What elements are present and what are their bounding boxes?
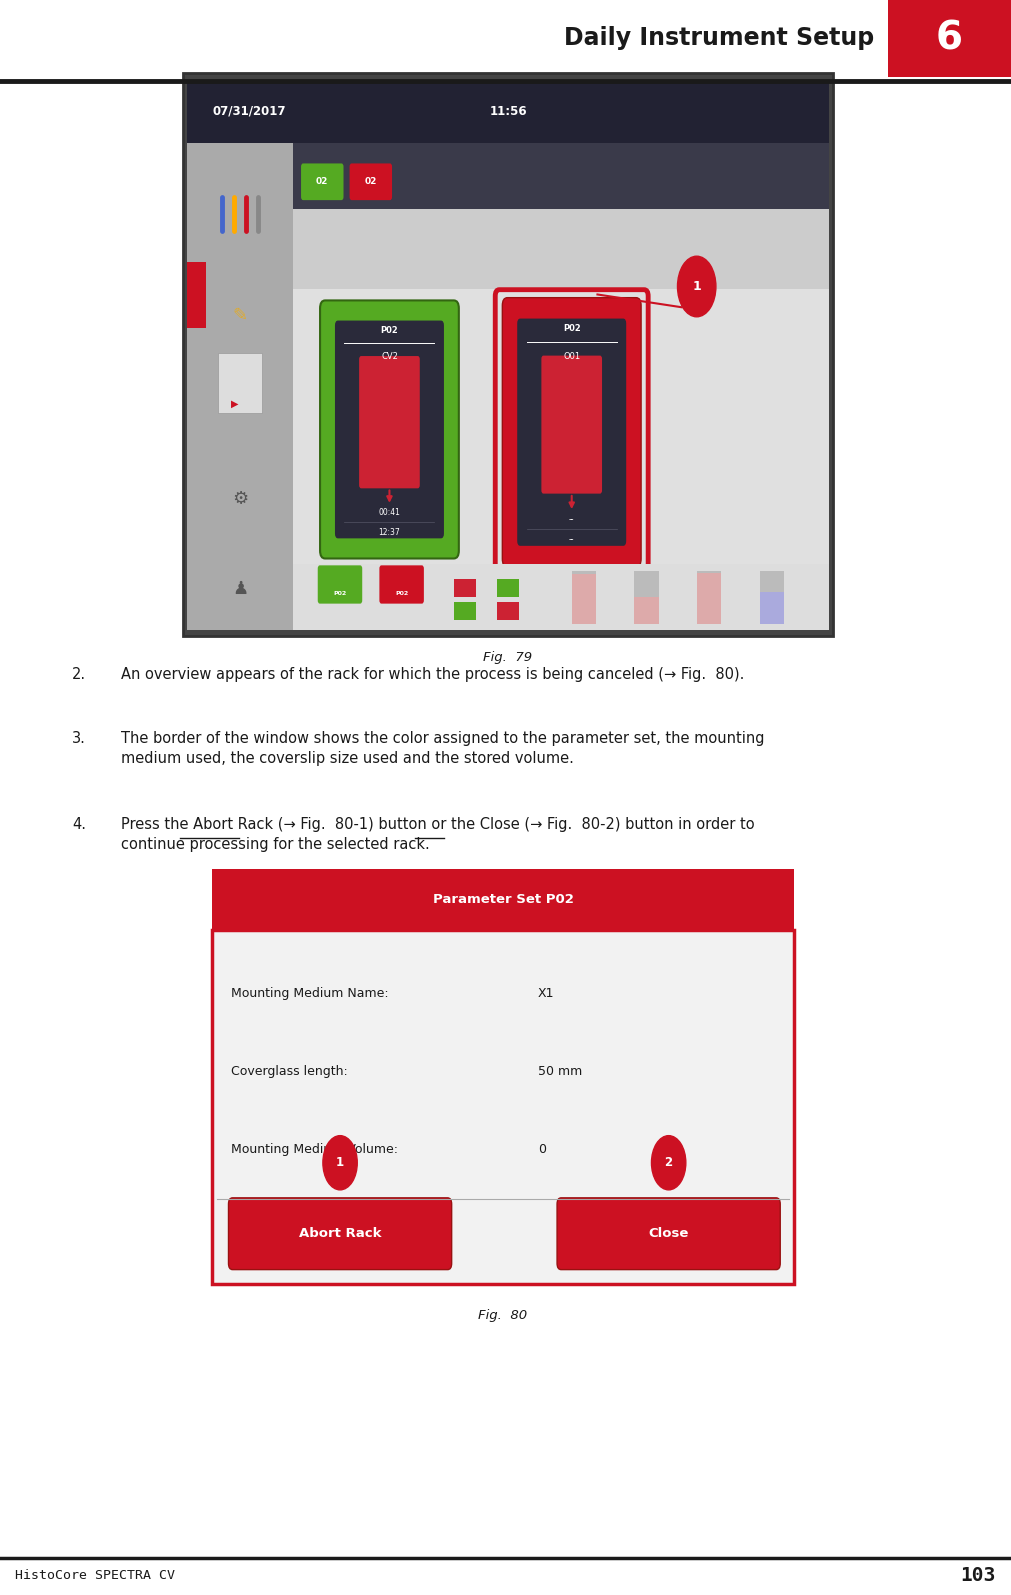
Text: Abort Rack: Abort Rack <box>299 1227 381 1241</box>
Text: ♟: ♟ <box>232 579 248 598</box>
Text: The border of the window shows the color assigned to the parameter set, the moun: The border of the window shows the color… <box>121 731 764 766</box>
Text: 50 mm: 50 mm <box>538 1065 582 1078</box>
Bar <box>635 571 659 624</box>
FancyBboxPatch shape <box>301 163 344 199</box>
Bar <box>212 869 794 930</box>
Bar <box>293 565 829 630</box>
FancyBboxPatch shape <box>518 319 626 545</box>
Bar <box>187 80 829 144</box>
Text: O01: O01 <box>563 352 580 360</box>
Text: --: -- <box>569 536 574 544</box>
Text: P02: P02 <box>334 592 347 597</box>
Text: --: -- <box>569 515 574 525</box>
Text: Fig.  80: Fig. 80 <box>478 1309 528 1322</box>
Text: 07/31/2017: 07/31/2017 <box>212 105 286 118</box>
FancyBboxPatch shape <box>502 298 641 566</box>
FancyBboxPatch shape <box>541 356 602 493</box>
Text: 1: 1 <box>336 1156 344 1169</box>
Text: 6: 6 <box>936 19 962 57</box>
Text: An overview appears of the rack for which the process is being canceled (→ Fig. : An overview appears of the rack for whic… <box>121 667 745 681</box>
Bar <box>454 579 476 597</box>
FancyBboxPatch shape <box>320 300 459 558</box>
Bar <box>183 73 833 636</box>
Text: ▶: ▶ <box>232 399 239 408</box>
Text: 0: 0 <box>538 1144 546 1156</box>
Text: Close: Close <box>648 1227 688 1241</box>
Text: 02: 02 <box>365 177 377 187</box>
FancyBboxPatch shape <box>557 1198 780 1270</box>
Circle shape <box>651 1136 685 1190</box>
Text: 103: 103 <box>960 1566 996 1585</box>
Bar <box>760 571 785 624</box>
Text: CV2: CV2 <box>381 352 398 362</box>
Bar <box>698 573 722 624</box>
Bar <box>635 597 659 624</box>
Circle shape <box>677 257 716 317</box>
FancyBboxPatch shape <box>350 163 392 199</box>
Bar <box>760 592 785 624</box>
Text: Mounting Medium Name:: Mounting Medium Name: <box>231 987 388 1000</box>
Bar <box>187 262 206 329</box>
Bar <box>212 930 794 1284</box>
Text: 4.: 4. <box>72 817 86 831</box>
Bar <box>187 144 293 630</box>
Text: P02: P02 <box>563 324 580 333</box>
Text: 00:41: 00:41 <box>378 509 400 517</box>
FancyBboxPatch shape <box>379 565 424 603</box>
Text: 1: 1 <box>693 281 701 293</box>
FancyBboxPatch shape <box>359 356 420 488</box>
FancyBboxPatch shape <box>335 321 444 539</box>
FancyBboxPatch shape <box>228 1198 452 1270</box>
Bar <box>698 571 722 624</box>
Text: Fig.  79: Fig. 79 <box>483 651 533 664</box>
Bar <box>496 579 519 597</box>
Bar <box>293 144 829 209</box>
Circle shape <box>323 1136 357 1190</box>
Bar <box>293 289 829 565</box>
Text: Parameter Set P02: Parameter Set P02 <box>433 893 573 906</box>
Bar <box>571 574 595 624</box>
Bar <box>217 352 262 413</box>
Text: 2: 2 <box>664 1156 672 1169</box>
Bar <box>571 571 595 624</box>
Bar <box>187 144 829 630</box>
Text: 12:37: 12:37 <box>378 528 400 538</box>
Text: ⚙: ⚙ <box>232 490 248 507</box>
Text: X1: X1 <box>538 987 554 1000</box>
Text: Press the Abort Rack (→ Fig.  80-1) button or the Close (→ Fig.  80-2) button in: Press the Abort Rack (→ Fig. 80-1) butto… <box>121 817 755 852</box>
Text: Mounting Medium Volume:: Mounting Medium Volume: <box>231 1144 397 1156</box>
Bar <box>496 601 519 620</box>
Bar <box>888 0 1011 77</box>
Text: HistoCore SPECTRA CV: HistoCore SPECTRA CV <box>15 1569 175 1582</box>
Text: 2.: 2. <box>72 667 86 681</box>
Text: Coverglass length:: Coverglass length: <box>231 1065 347 1078</box>
Text: P02: P02 <box>395 592 408 597</box>
FancyBboxPatch shape <box>317 565 362 603</box>
Text: P02: P02 <box>380 325 398 335</box>
Text: 11:56: 11:56 <box>489 105 527 118</box>
Text: 02: 02 <box>316 177 329 187</box>
Text: Daily Instrument Setup: Daily Instrument Setup <box>564 26 875 51</box>
Text: 3.: 3. <box>72 731 86 745</box>
Text: ✎: ✎ <box>233 306 248 325</box>
Bar <box>454 601 476 620</box>
